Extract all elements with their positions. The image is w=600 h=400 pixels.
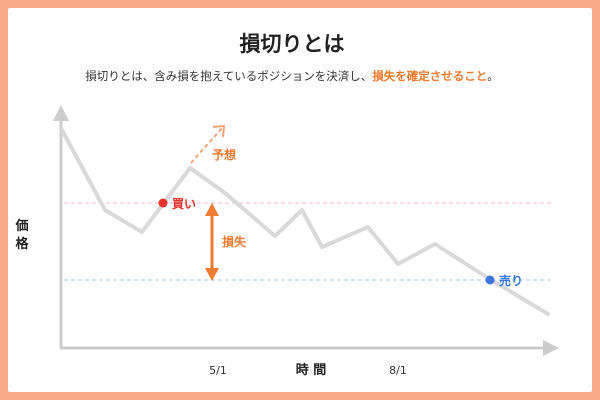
subtitle-end: 。 bbox=[487, 69, 499, 83]
loss-arrowhead-down bbox=[205, 268, 219, 281]
page-title: 損切りとは bbox=[239, 32, 345, 56]
buy-label: 買い bbox=[172, 197, 196, 211]
subtitle-highlight: 損失を確定させること bbox=[372, 69, 488, 83]
buy-point bbox=[158, 198, 168, 208]
y-axis-arrowhead bbox=[53, 105, 69, 121]
forecast-label: 予想 bbox=[212, 147, 236, 162]
loss-label: 損失 bbox=[222, 234, 247, 249]
x-tick-label: 5/1 bbox=[209, 364, 227, 377]
loss-arrowhead-up bbox=[205, 203, 219, 216]
x-tick-label: 8/1 bbox=[389, 364, 407, 377]
sell-label: 売り bbox=[499, 273, 523, 288]
y-axis-label: 価格 bbox=[15, 219, 29, 252]
x-axis-label: 時 間 bbox=[296, 362, 327, 378]
x-axis-arrowhead bbox=[543, 340, 559, 356]
forecast-arrowhead bbox=[212, 124, 226, 138]
sell-point bbox=[485, 275, 495, 285]
subtitle: 損切りとは、含み損を抱えているポジションを決済し、損失を確定させること。 bbox=[0, 68, 584, 84]
subtitle-main: 損切りとは、含み損を抱えているポジションを決済し、 bbox=[85, 69, 373, 83]
forecast-arrow bbox=[190, 127, 223, 164]
price-line bbox=[60, 128, 550, 316]
infographic-card bbox=[8, 8, 592, 392]
